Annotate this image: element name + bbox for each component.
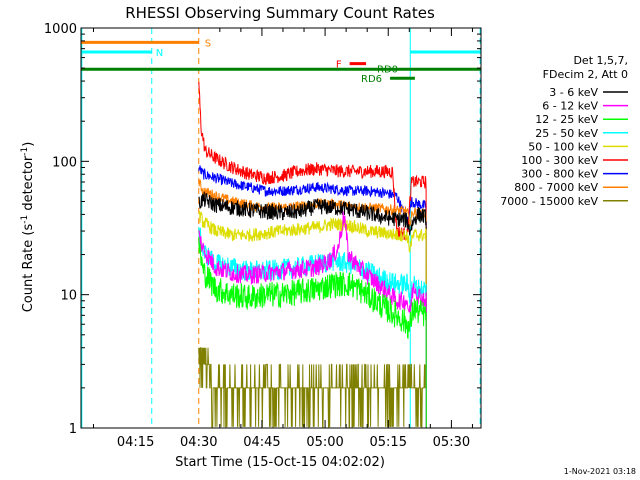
legend-entry-label-9: 7000 - 15000 keV	[500, 195, 598, 208]
y-tick-label: 1	[69, 422, 77, 437]
x-tick-label: 05:30	[433, 435, 470, 450]
x-tick-label: 05:15	[370, 435, 407, 450]
legend-entry-label-7: 300 - 800 keV	[521, 168, 598, 181]
series-line-7000-15000keV	[198, 347, 427, 428]
legend-entry-label-1: 3 - 6 keV	[549, 86, 598, 99]
x-axis-label: Start Time (15-Oct-15 04:02:02)	[175, 455, 385, 470]
y-tick-label: 100	[52, 155, 77, 170]
y-tick-label: 10	[60, 289, 77, 304]
plot-frame	[80, 27, 482, 429]
x-tick-label: 04:15	[117, 435, 154, 450]
x-tick-label: 05:00	[306, 435, 343, 450]
chart-title: RHESSI Observing Summary Count Rates	[125, 4, 435, 22]
legend-entry-label-3: 12 - 25 keV	[535, 113, 598, 126]
series-line-12-25keV	[198, 236, 427, 428]
indicator-label-rd6: RD6	[361, 74, 382, 85]
x-tick-label: 04:45	[243, 435, 280, 450]
legend-entry-label-8: 800 - 7000 keV	[514, 181, 598, 194]
indicator-label-n: N	[156, 48, 163, 59]
indicator-label-f: F	[336, 60, 342, 71]
x-tick-label: 04:30	[180, 435, 217, 450]
indicator-label-rd0: RD0	[377, 64, 398, 75]
legend-entry-label-2: 6 - 12 keV	[542, 100, 598, 113]
legend-header-line-1: Det 1,5,7,	[573, 54, 628, 67]
footer-timestamp: 1-Nov-2021 03:18	[564, 467, 636, 476]
y-axis-label-end: )	[21, 142, 36, 147]
series-line-300-800keV	[198, 165, 427, 428]
series-line-6-12keV	[198, 211, 427, 428]
y-axis-label-middle: detector	[21, 155, 36, 215]
indicator-label-s: S	[205, 38, 211, 49]
y-axis-label-main: Count Rate (s	[21, 224, 36, 313]
legend-entry-label-5: 50 - 100 keV	[528, 140, 598, 153]
legend-entry-label-4: 25 - 50 keV	[535, 127, 598, 140]
y-axis-label: Count Rate (s-1 detector-1)	[20, 142, 36, 313]
svg-text:Count Rate (s-1 detector-1): Count Rate (s-1 detector-1)	[20, 142, 36, 313]
series-line-3-6keV	[198, 191, 427, 428]
y-tick-label: 1000	[44, 22, 77, 37]
series-line-50-100keV	[198, 210, 427, 428]
y-axis-label-exponent-1: -1	[20, 215, 30, 224]
y-axis-label-exponent-2: -1	[20, 147, 30, 156]
series-line-100-300keV	[198, 81, 427, 428]
legend-entry-label-6: 100 - 300 keV	[521, 154, 598, 167]
legend-header-line-2: FDecim 2, Att 0	[543, 68, 628, 81]
